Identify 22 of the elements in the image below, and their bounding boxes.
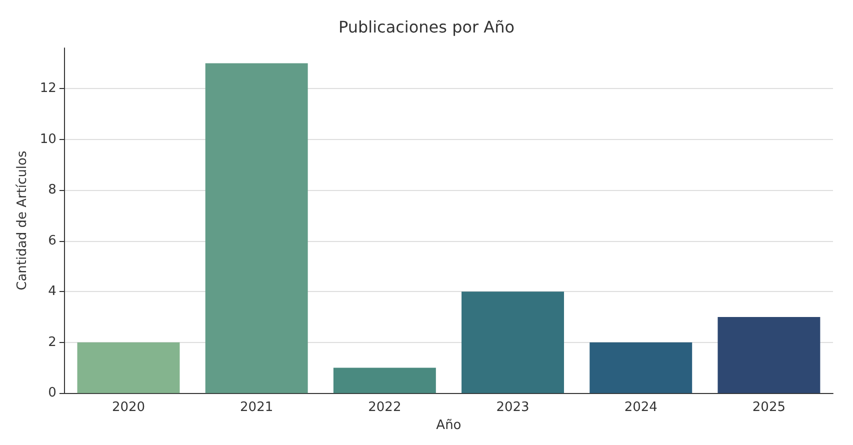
x-tick-label: 2024	[624, 400, 658, 416]
chart-title: Publicaciones por Año	[338, 18, 515, 36]
bar	[77, 342, 180, 394]
y-tick-label: 12	[40, 81, 56, 96]
y-tick-label: 0	[48, 386, 56, 401]
y-axis-title: Cantidad de Artículos	[15, 150, 30, 290]
bar	[462, 292, 564, 394]
y-tick-label: 4	[48, 284, 56, 300]
y-tick-label: 10	[40, 132, 56, 147]
bar	[205, 63, 308, 394]
x-tick-label: 2023	[496, 400, 530, 416]
x-tick-label: 2022	[368, 400, 402, 416]
x-axis-title: Año	[436, 418, 462, 433]
x-tick-label: 2020	[112, 400, 146, 416]
y-tick-label: 6	[48, 233, 56, 248]
bar	[590, 342, 692, 394]
x-tick-label: 2021	[240, 400, 274, 416]
bar	[333, 368, 436, 394]
x-tick-label: 2025	[752, 400, 786, 416]
bar	[718, 316, 820, 394]
y-tick-label: 2	[48, 334, 56, 350]
y-tick-label: 8	[48, 182, 56, 198]
